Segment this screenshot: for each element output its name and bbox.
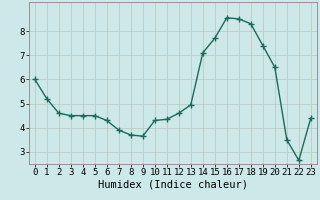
X-axis label: Humidex (Indice chaleur): Humidex (Indice chaleur) — [98, 180, 248, 190]
